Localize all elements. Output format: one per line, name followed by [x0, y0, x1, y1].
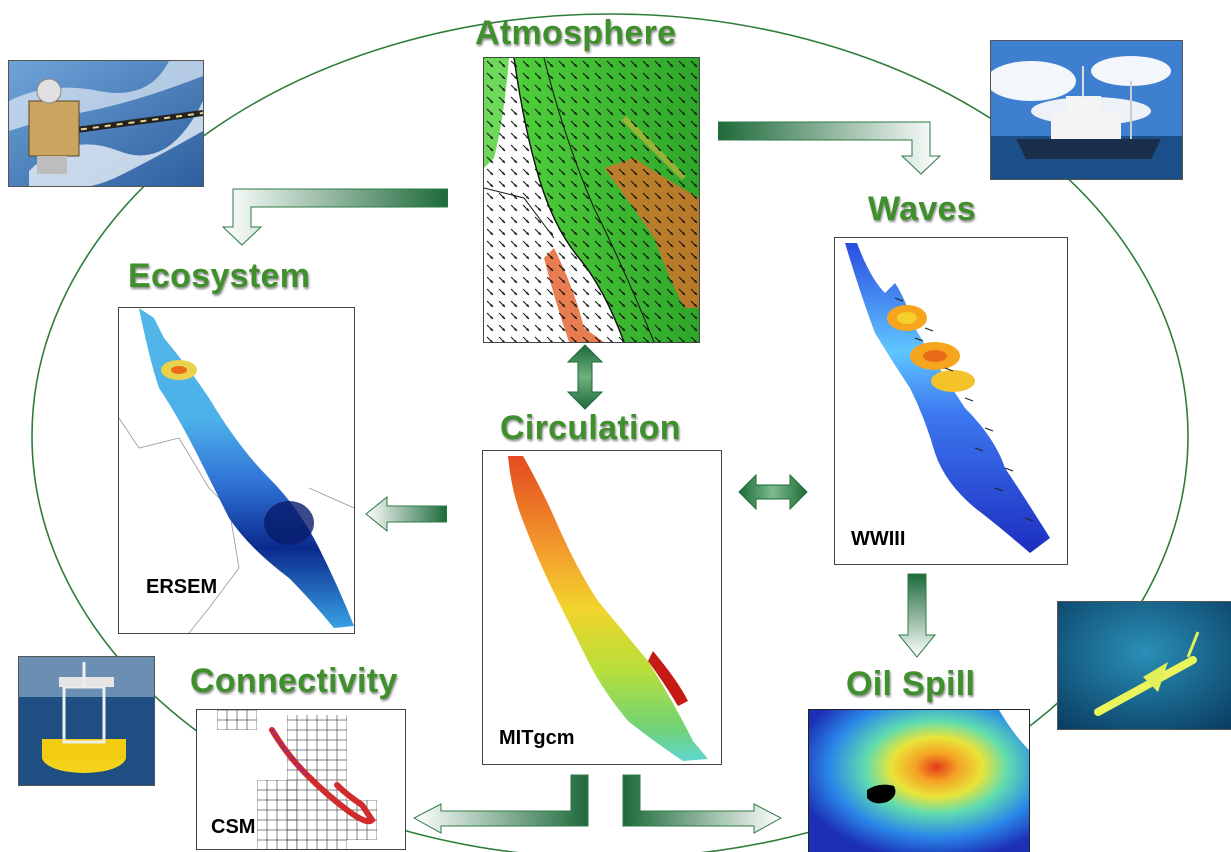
atmosphere-map — [483, 57, 700, 343]
connectivity-map: CSM — [196, 709, 406, 850]
research-ship-photo — [990, 40, 1183, 180]
circulation-waves-double-arrow — [738, 474, 808, 510]
waves-to-oil-spill-arrow — [897, 573, 937, 658]
atmosphere-circulation-double-arrow — [566, 344, 604, 410]
atmosphere-to-ecosystem-arrow — [221, 188, 448, 246]
wwiii-label: WWIII — [851, 528, 906, 550]
waves-map: WWIII — [834, 237, 1068, 565]
atmosphere-to-waves-arrow — [718, 121, 942, 175]
ecosystem-title: Ecosystem — [128, 257, 311, 295]
ocean-glider-photo — [1057, 601, 1231, 730]
coupling-ring — [31, 13, 1189, 852]
buoy-photo — [18, 656, 155, 786]
oil-spill-map — [808, 709, 1030, 852]
circulation-title: Circulation — [500, 409, 681, 447]
ecosystem-map: ERSEM — [118, 307, 355, 634]
circulation-map: MITgcm — [482, 450, 722, 765]
waves-title: Waves — [868, 190, 976, 228]
connectivity-title: Connectivity — [190, 662, 398, 700]
circulation-to-connectivity-arrow — [413, 774, 589, 834]
ersem-label: ERSEM — [146, 576, 218, 598]
atmosphere-title: Atmosphere — [475, 14, 677, 52]
satellite-photo — [8, 60, 204, 187]
oil-spill-title: Oil Spill — [846, 665, 976, 703]
csm-label: CSM — [211, 816, 256, 838]
mitgcm-label: MITgcm — [499, 727, 575, 749]
circulation-to-oil-spill-arrow — [622, 774, 782, 834]
circulation-to-ecosystem-arrow — [365, 496, 447, 532]
